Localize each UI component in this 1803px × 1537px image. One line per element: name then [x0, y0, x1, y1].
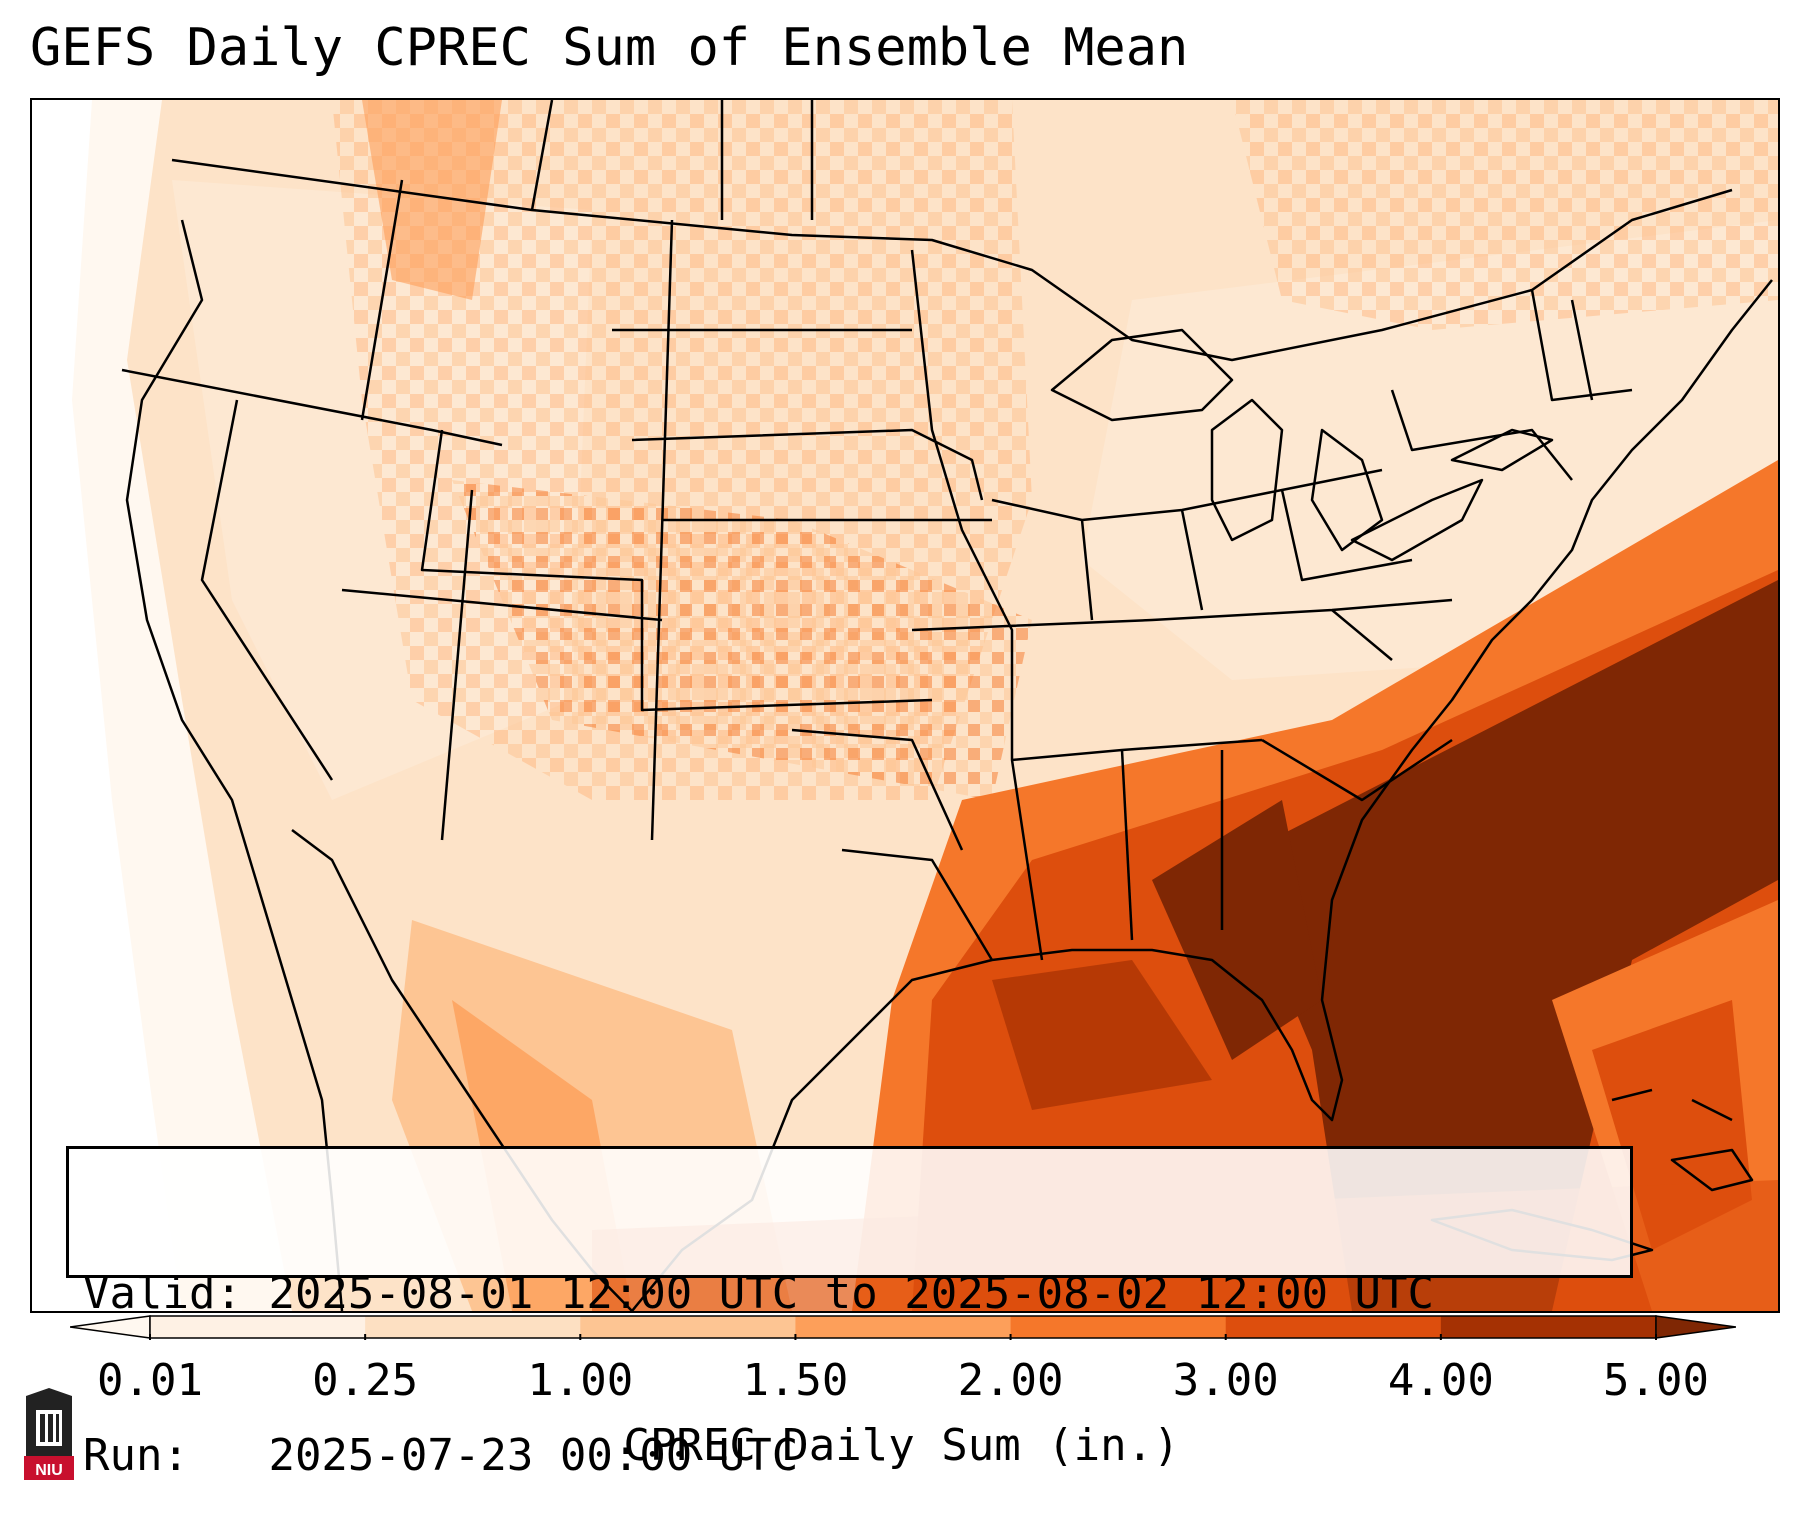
- precip-field: [32, 100, 1778, 1311]
- map-title: GEFS Daily CPREC Sum of Ensemble Mean: [30, 18, 1189, 78]
- colorbar: [70, 1315, 1736, 1340]
- info-box: Valid: 2025-08-01 12:00 UTC to 2025-08-0…: [66, 1146, 1633, 1481]
- colorbar-tick-label: 1.50: [742, 1355, 849, 1406]
- borders: [121, 100, 1773, 1311]
- colorbar-tick-label: 3.00: [1172, 1355, 1279, 1406]
- colorbar-tick-label: 0.25: [312, 1355, 419, 1406]
- colorbar-ticks: [149, 1334, 1657, 1340]
- colorbar-segment: [1440, 1316, 1657, 1338]
- run-line: Run: 2025-07-23 00:00 UTC: [83, 1429, 1616, 1483]
- valid-label: Valid:: [83, 1268, 242, 1319]
- run-label: Run:: [83, 1430, 189, 1481]
- colorbar-tick-label: 1.00: [527, 1355, 634, 1406]
- colorbar-segment: [580, 1316, 796, 1338]
- colorbar-segment: [1010, 1316, 1227, 1338]
- valid-value: 2025-08-01 12:00 UTC to 2025-08-02 12:00…: [268, 1268, 1435, 1319]
- map-svg: [32, 100, 1778, 1311]
- colorbar-tick-label: 5.00: [1603, 1355, 1709, 1406]
- logo-badge: [24, 1456, 74, 1480]
- colorbar-segment: [795, 1316, 1012, 1338]
- logo-text: NIU: [35, 1462, 63, 1479]
- niu-logo: NIU: [24, 1388, 74, 1480]
- run-value: 2025-07-23 00:00 UTC: [268, 1430, 799, 1481]
- precip-map: [30, 98, 1780, 1313]
- colorbar-tick-label: 4.00: [1387, 1355, 1494, 1406]
- colorbar-tick-label: 2.00: [957, 1355, 1064, 1406]
- colorbar-segment: [150, 1316, 366, 1338]
- valid-line: Valid: 2025-08-01 12:00 UTC to 2025-08-0…: [83, 1267, 1616, 1321]
- colorbar-segment: [365, 1316, 581, 1338]
- colorbar-over-arrow: [1655, 1315, 1736, 1339]
- colorbar-under-arrow: [70, 1315, 151, 1339]
- colorbar-segment: [1225, 1316, 1442, 1338]
- colorbar-segments: [149, 1315, 1657, 1339]
- colorbar-label: CPREC Daily Sum (in.): [623, 1420, 1180, 1471]
- colorbar-tick-label: 0.01: [97, 1355, 203, 1406]
